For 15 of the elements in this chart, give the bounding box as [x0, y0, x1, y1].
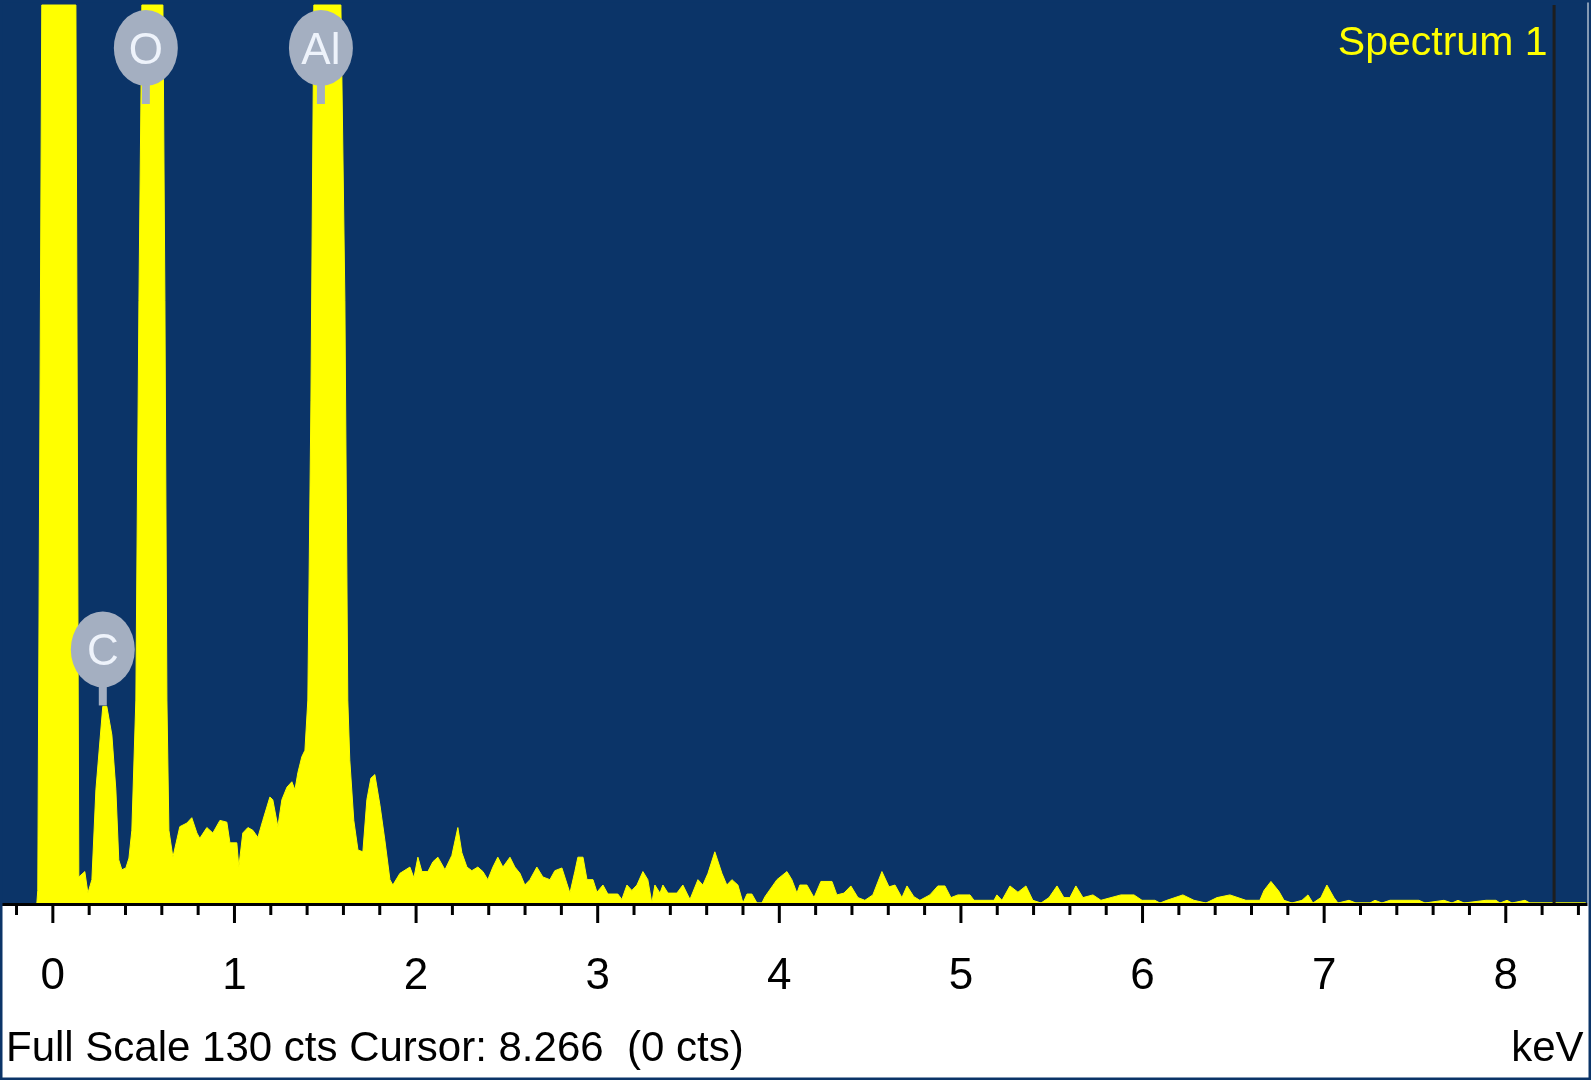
x-tick-label: 2 — [403, 949, 429, 998]
x-axis-title: keV — [1511, 1023, 1584, 1070]
x-tick-label: 8 — [1493, 949, 1519, 998]
text: Full Scale 130 cts Cursor: 8.266 (0 cts) — [6, 1023, 744, 1070]
annotation: Al — [301, 24, 341, 73]
x-tick-label: 1 — [222, 949, 247, 998]
x-tick-label: 3 — [585, 949, 610, 998]
annotation: C — [86, 625, 119, 675]
x-tick-label: 0 — [40, 949, 66, 998]
x-tick-label: 5 — [948, 949, 974, 998]
text: Spectrum 1 — [1337, 18, 1548, 64]
x-tick-label: 6 — [1130, 949, 1155, 998]
x-tick-label: 7 — [1311, 949, 1337, 998]
annotation: O — [128, 24, 163, 73]
x-tick-label: 4 — [767, 949, 792, 998]
